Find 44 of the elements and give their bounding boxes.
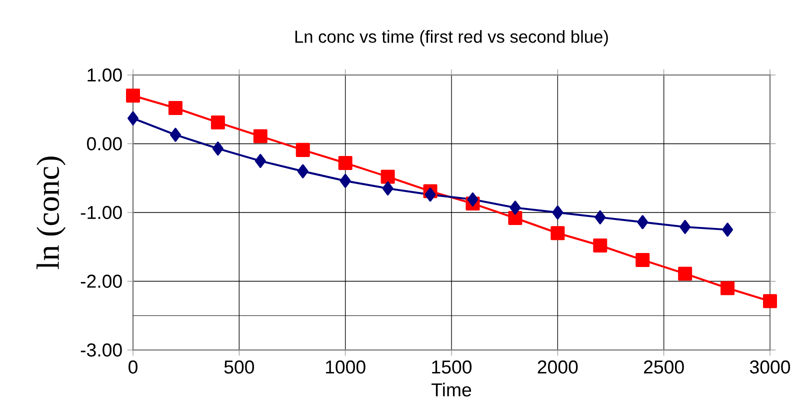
point [722,222,734,237]
x-tick-label: 500 [224,360,254,374]
x-tick-label: 2000 [538,360,578,374]
point [424,188,436,202]
y-tick-label: -3.00 [80,343,122,357]
x-tick-label: 2500 [644,360,684,374]
point [637,215,648,230]
point [168,101,182,115]
point [594,210,606,224]
point [720,281,735,296]
point [340,174,351,188]
y-tick-label: 1.00 [88,68,122,82]
x-tick-label: 0 [128,360,138,374]
x-tick-label: 3000 [750,360,790,374]
x-tick-label: 1000 [326,360,366,374]
point [763,294,778,308]
point [210,115,225,130]
point [510,200,521,215]
point [382,181,394,196]
point [297,164,308,178]
point [338,156,352,170]
point [253,129,268,144]
y-axis-title: ln (conc) [36,156,66,270]
point [636,252,650,267]
point [508,211,522,225]
point [593,238,608,252]
y-tick-label: -2.00 [80,274,122,288]
point [467,192,478,206]
point [680,220,691,234]
x-axis-title: Time [432,382,472,396]
y-tick-label: -1.00 [80,206,122,220]
point [254,154,266,168]
point [128,111,139,126]
x-tick-label: 1500 [432,360,472,374]
point [170,128,181,142]
point [550,226,565,240]
point [296,142,310,157]
point [380,170,395,184]
chart-title: Ln conc vs time (first red vs second blue) [295,30,608,46]
point [552,206,564,220]
y-tick-label: 0.00 [87,137,122,150]
point [212,142,224,156]
point [126,88,140,103]
point [678,266,692,281]
